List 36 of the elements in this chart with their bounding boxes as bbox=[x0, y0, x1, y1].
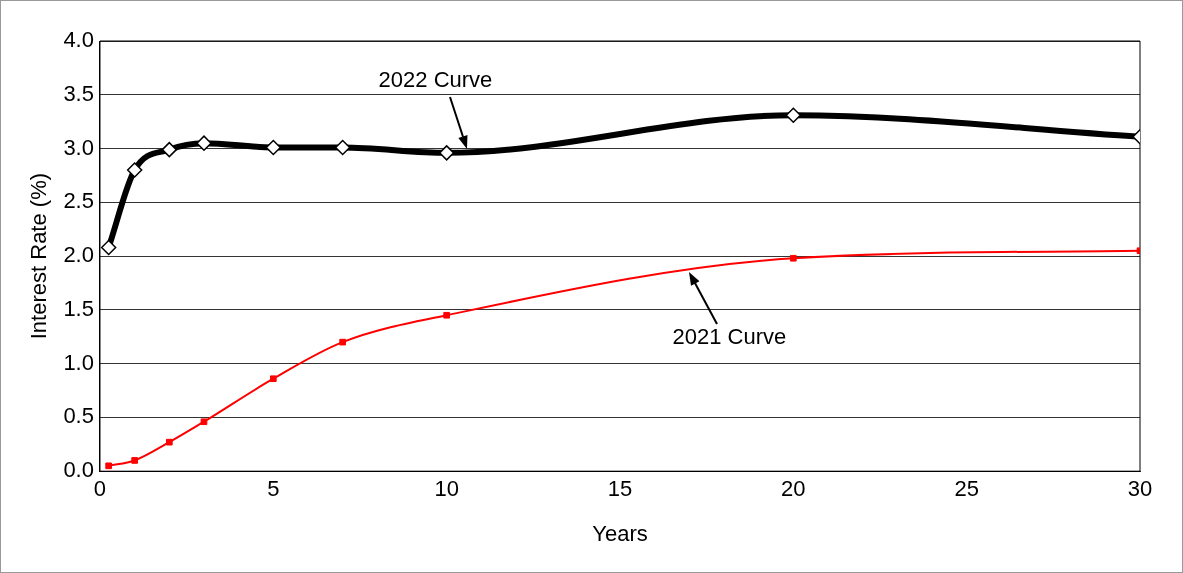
annotation: 2022 Curve bbox=[378, 66, 493, 92]
y-tick-label: 0.5 bbox=[63, 403, 94, 429]
y-tick-label: 4.0 bbox=[63, 27, 94, 53]
x-tick-label: 5 bbox=[267, 476, 280, 502]
point bbox=[334, 139, 351, 156]
point bbox=[339, 338, 346, 346]
y-tick-label: 1.0 bbox=[63, 349, 94, 375]
point bbox=[126, 162, 143, 178]
point bbox=[105, 462, 112, 470]
point bbox=[785, 107, 802, 123]
x-axis-title: Years bbox=[592, 520, 648, 546]
point bbox=[438, 145, 455, 161]
x-tick-label: 0 bbox=[93, 476, 107, 502]
x-tick-label: 20 bbox=[781, 476, 806, 502]
x-tick-label: 25 bbox=[954, 476, 979, 502]
point bbox=[100, 239, 117, 256]
y-tick-label: 3.5 bbox=[63, 80, 94, 106]
y-tick-label: 0.0 bbox=[63, 457, 94, 483]
point bbox=[269, 375, 277, 383]
y-tick-label: 1.5 bbox=[63, 295, 94, 321]
point bbox=[165, 438, 173, 446]
point bbox=[161, 141, 178, 158]
point bbox=[131, 457, 138, 464]
y-tick-label: 2.5 bbox=[63, 188, 94, 214]
y-tick-label: 3.0 bbox=[63, 134, 94, 160]
point bbox=[443, 311, 450, 319]
y-tick-label: 2.0 bbox=[63, 242, 94, 268]
point bbox=[200, 418, 208, 426]
point bbox=[196, 135, 212, 151]
x-tick-label: 30 bbox=[1127, 476, 1153, 502]
point bbox=[790, 254, 797, 262]
annotation: 2021 Curve bbox=[672, 324, 787, 350]
x-tick-label: 15 bbox=[607, 476, 633, 502]
point bbox=[265, 139, 282, 156]
y-axis-title: Interest Rate (%) bbox=[26, 172, 52, 340]
x-tick-label: 10 bbox=[434, 476, 459, 502]
